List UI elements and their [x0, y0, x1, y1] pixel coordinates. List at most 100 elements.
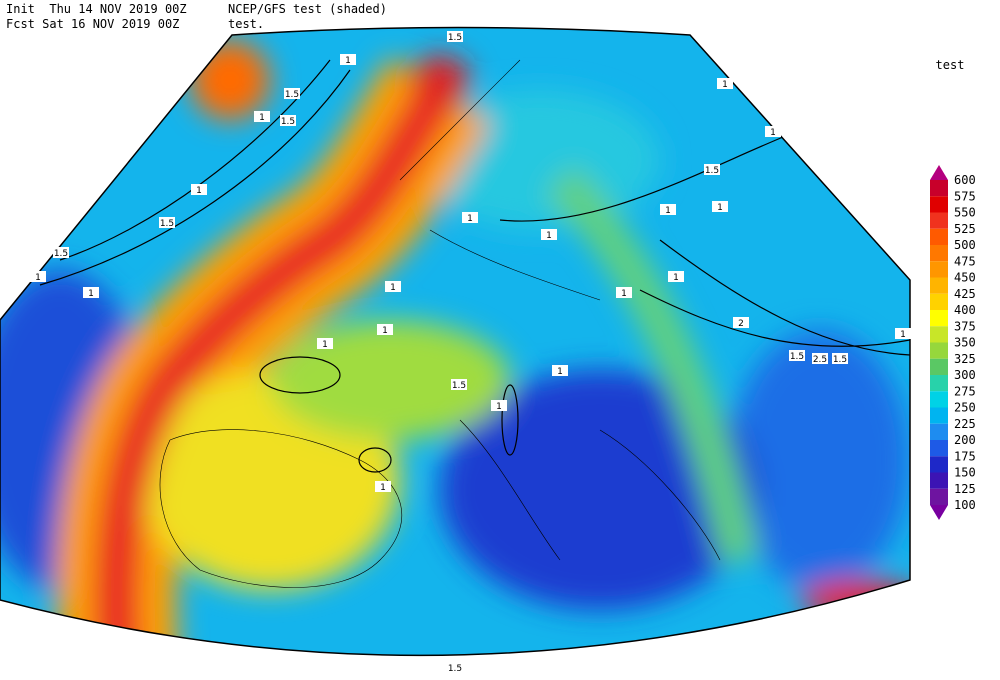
- colorbar-box: [930, 212, 948, 229]
- map-border: [0, 26, 911, 657]
- colorbar-box: [930, 423, 948, 440]
- contour-label: 1.5: [452, 381, 466, 391]
- colorbar-label: 150: [954, 466, 976, 480]
- colorbar-label: 325: [954, 352, 976, 366]
- colorbar-box: [930, 342, 948, 359]
- colorbar-label: 575: [954, 189, 976, 203]
- contour-label-box: [340, 54, 356, 65]
- contour-label: 1: [88, 289, 94, 299]
- contour-label: 1: [665, 206, 671, 216]
- colorbar-box: [930, 440, 948, 457]
- contour-label-box: [447, 31, 463, 42]
- contour-label: 1.5: [705, 166, 719, 176]
- colorbar-box: [930, 488, 948, 505]
- contour-label-box: [254, 111, 270, 122]
- contour-label: 1.5: [448, 664, 462, 674]
- contour-label: 1: [467, 214, 473, 224]
- colorbar-box: [930, 228, 948, 245]
- contour-label-box: [712, 201, 728, 212]
- colorbar-box: [930, 456, 948, 473]
- contour-label: 1: [557, 367, 563, 377]
- init-time: Init Thu 14 NOV 2019 00Z: [6, 2, 187, 16]
- contour-label-box: [660, 204, 676, 215]
- colorbar-box: [930, 261, 948, 278]
- colorbar-box: [930, 277, 948, 294]
- contour-label-box: [83, 287, 99, 298]
- colorbar-box: [930, 407, 948, 424]
- contour-label-box: [895, 328, 911, 339]
- contour-label: 1.5: [285, 90, 299, 100]
- colorbar-title: test: [936, 58, 965, 72]
- colorbar-label: 525: [954, 222, 976, 236]
- colorbar-label: 175: [954, 449, 976, 463]
- colorbar-box: [930, 326, 948, 343]
- contour-label-box: [284, 88, 300, 99]
- shaded-field: NCEP/GFS test (shaded): [228, 2, 387, 16]
- contour-label: 2.5: [813, 355, 827, 365]
- contour-label-box: [30, 271, 46, 282]
- contour-label-box: [317, 338, 333, 349]
- contour-label: 1.5: [833, 355, 847, 365]
- colorbar-label: 275: [954, 384, 976, 398]
- contour-label: 2: [738, 319, 744, 329]
- contour-label-box: [832, 353, 848, 364]
- contour-label-box: [447, 662, 463, 673]
- contour-label-box: [280, 115, 296, 126]
- contour-label-box: [491, 400, 507, 411]
- contour-label-box: [616, 287, 632, 298]
- contour-label: 1.5: [160, 219, 174, 229]
- contour-label-box: [541, 229, 557, 240]
- contour-label: 1: [35, 273, 41, 283]
- colorbar-box: [930, 196, 948, 213]
- contour-label: 1: [722, 80, 728, 90]
- contour-label-box: [733, 317, 749, 328]
- contour-label-box: [191, 184, 207, 195]
- contour-label: 1.5: [54, 249, 68, 259]
- contour-label-box: [704, 164, 720, 175]
- colorbar-box: [930, 375, 948, 392]
- contour-label: 1: [380, 483, 386, 493]
- colorbar-label: 250: [954, 401, 976, 415]
- contour-label: 1: [900, 330, 906, 340]
- contour-label-box: [377, 324, 393, 335]
- colorbar-box: [930, 245, 948, 262]
- colorbar-box: [930, 310, 948, 327]
- colorbar-box: [930, 391, 948, 408]
- contour-label: 1: [345, 56, 351, 66]
- colorbar-label: 300: [954, 368, 976, 382]
- contour-label-box: [451, 379, 467, 390]
- colorbar-top-arrow: [930, 165, 948, 180]
- contour-label-box: [552, 365, 568, 376]
- contour-label: 1: [717, 203, 723, 213]
- colorbar-box: [930, 293, 948, 310]
- contour-label: 1: [322, 340, 328, 350]
- contour-label-box: [717, 78, 733, 89]
- colorbar-label: 375: [954, 319, 976, 333]
- contour-label-box: [53, 247, 69, 258]
- contour-label: 1.5: [448, 33, 462, 43]
- contour-field: test.: [228, 17, 264, 31]
- colorbar-label: 450: [954, 271, 976, 285]
- colorbar-label: 475: [954, 254, 976, 268]
- contour-label: 1: [196, 186, 202, 196]
- contour-label: 1.5: [790, 352, 804, 362]
- contour-label-box: [159, 217, 175, 228]
- contour-label: 1.5: [281, 117, 295, 127]
- colorbar-label: 425: [954, 287, 976, 301]
- contour-label: 1: [259, 113, 265, 123]
- contour-label: 1: [770, 128, 776, 138]
- contour-label-box: [812, 353, 828, 364]
- colorbar-label: 100: [954, 498, 976, 512]
- contour-label-box: [385, 281, 401, 292]
- contour-label: 1: [382, 326, 388, 336]
- colorbar-label: 600: [954, 173, 976, 187]
- colorbar-box: [930, 358, 948, 375]
- contour-label: 1: [673, 273, 679, 283]
- contour-label: 1: [390, 283, 396, 293]
- colorbar-box: [930, 472, 948, 489]
- contour-label-box: [789, 350, 805, 361]
- colorbar-label: 550: [954, 206, 976, 220]
- colorbar-label: 200: [954, 433, 976, 447]
- contour-label-box: [668, 271, 684, 282]
